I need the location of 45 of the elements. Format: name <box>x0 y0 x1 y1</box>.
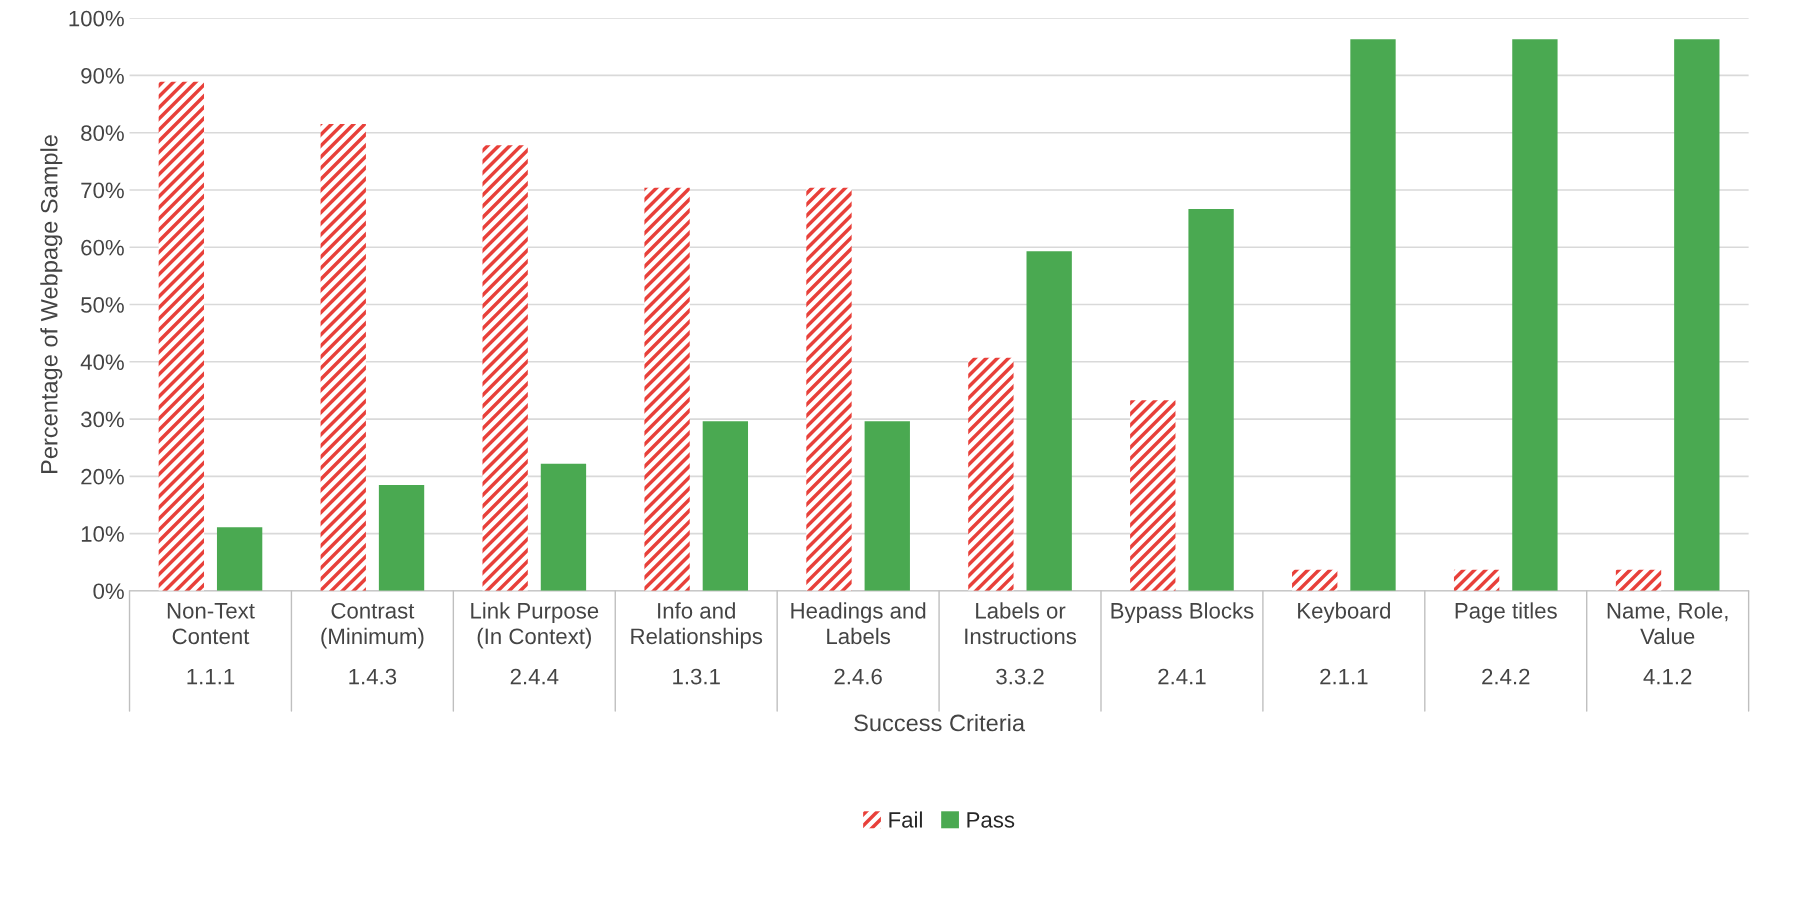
y-tick-label: 40% <box>80 354 124 371</box>
x-tick-label: Labels or Instructions 3.3.2 <box>965 602 1077 685</box>
bar <box>482 145 528 591</box>
bar <box>1292 569 1338 591</box>
bar <box>158 81 205 591</box>
y-tick-label: 60% <box>81 239 124 256</box>
legend-label: Fail <box>889 811 922 828</box>
y-tick-label: 10% <box>81 526 124 542</box>
bar <box>1188 208 1234 591</box>
x-tick-label: Contrast (Minimum) 1.4.3 <box>321 602 424 685</box>
bar <box>806 187 852 591</box>
y-tick-label: 0% <box>93 583 124 600</box>
y-tick-label: 30% <box>81 411 124 428</box>
x-axis-title: Success Criteria <box>854 713 1026 732</box>
y-tick-label: 90% <box>81 67 124 84</box>
bar <box>540 463 587 591</box>
bar <box>864 421 910 591</box>
category-label: Page titles 2.4.2 <box>1455 602 1557 685</box>
y-tick-label: 50% <box>81 297 124 313</box>
x-tick-label: Name, Role, Value 4.1.2 <box>1607 602 1728 685</box>
y-axis-title: Percentage of Webpage Sample <box>40 135 63 473</box>
bar <box>1130 400 1176 591</box>
bar <box>320 124 366 591</box>
y-tick-label: 70% <box>81 182 124 199</box>
category-label: Bypass Blocks 2.4.1 <box>1111 602 1254 685</box>
bar <box>1026 251 1072 591</box>
y-tick-label: 20% <box>81 468 124 485</box>
x-tick-label: Link Purpose (In Context) 2.4.4 <box>471 602 599 685</box>
bar <box>644 187 690 591</box>
y-tick-label: 80% <box>81 125 124 141</box>
x-tick-label: Non-Text Content 1.1.1 <box>167 603 255 685</box>
bar <box>216 527 263 591</box>
bar <box>968 357 1014 591</box>
bar <box>702 421 749 591</box>
x-tick-label: Info and Relationships 1.3.1 <box>631 602 763 685</box>
x-tick-label: Headings and Labels 2.4.6 <box>791 602 926 685</box>
y-tick-label: 100% <box>69 10 124 27</box>
legend-label: Pass <box>967 812 1015 828</box>
bar <box>1615 569 1662 591</box>
bar <box>378 484 425 591</box>
bar <box>1453 569 1500 591</box>
bar <box>1350 39 1396 591</box>
bar <box>1674 39 1720 591</box>
bar <box>1512 39 1558 591</box>
category-label: Keyboard 2.1.1 <box>1298 602 1390 685</box>
